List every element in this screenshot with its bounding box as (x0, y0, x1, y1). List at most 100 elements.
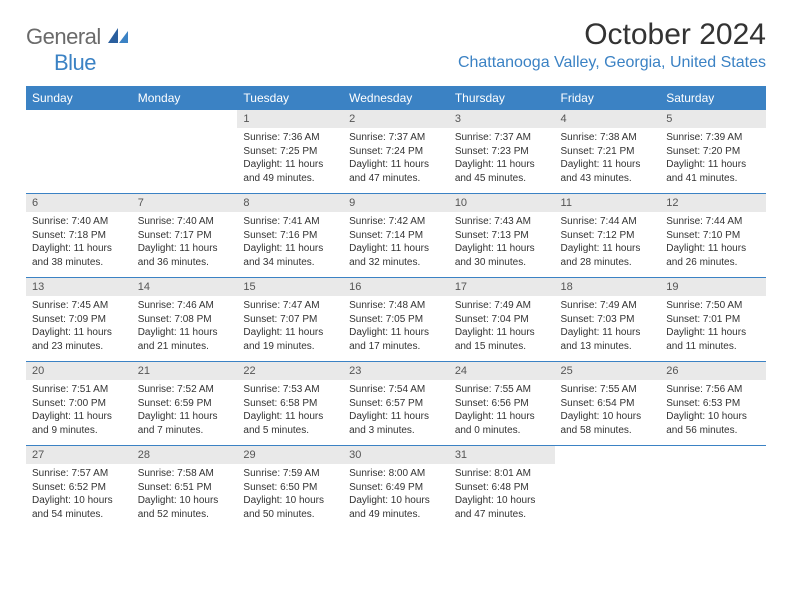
day-detail-cell: Sunrise: 7:49 AM Sunset: 7:04 PM Daylight:… (449, 296, 555, 361)
day-number-cell: 30 (343, 446, 449, 464)
daylight-line: Daylight: 11 hours and 15 minutes. (455, 327, 535, 352)
day-number-cell: 31 (449, 446, 555, 464)
day-detail-cell: Sunrise: 7:58 AMSunset: 6:51 PMDaylight:… (132, 464, 238, 529)
daylight-line: Daylight: 10 hours and 54 minutes. (32, 495, 113, 520)
month-title: October 2024 (458, 18, 766, 52)
day-detail-cell: Sunrise: 7:38 AMSunset: 7:21 PMDaylight:… (555, 128, 661, 193)
detail-row: Sunrise: 7:45 AMSunset: 7:09 PMDaylight:… (26, 296, 766, 361)
sunset-line: Sunset: 7:16 PM (243, 230, 317, 241)
day-number-cell: 15 (237, 278, 343, 296)
sunset-line: Sunset: 6:49 PM (349, 482, 423, 493)
sunset-line: Sunset: 7:21 PM (561, 146, 635, 157)
calendar-table: SundayMondayTuesdayWednesdayThursdayFrid… (26, 86, 766, 529)
day-number-cell: 22 (237, 362, 343, 380)
sunset-line: Sunset: 6:52 PM (32, 482, 106, 493)
sunset-line: Sunset: 7:17 PM (138, 230, 212, 241)
sunset-line: Sunset: 7:04 PM (455, 314, 529, 325)
sunset-line: Sunset: 7:03 PM (561, 314, 635, 325)
day-number-cell: 21 (132, 362, 238, 380)
day-number-cell: 25 (555, 362, 661, 380)
day-number-cell: 27 (26, 446, 132, 464)
daylight-line: Daylight: 10 hours and 50 minutes. (243, 495, 324, 520)
day-number-cell: 12 (660, 194, 766, 212)
day-number-cell: 2 (343, 110, 449, 128)
sunset-line: Sunset: 6:51 PM (138, 482, 212, 493)
day-number-cell: 9 (343, 194, 449, 212)
day-detail-cell: Sunrise: 7:36 AMSunset: 7:25 PMDaylight:… (237, 128, 343, 193)
day-detail-cell (555, 464, 661, 529)
sunrise-line: Sunrise: 7:51 AM (32, 384, 108, 395)
daylight-line: Daylight: 10 hours and 49 minutes. (349, 495, 430, 520)
daylight-line: Daylight: 11 hours and 23 minutes. (32, 327, 112, 352)
daylight-line: Daylight: 11 hours and 13 minutes. (561, 327, 641, 352)
sunset-line: Sunset: 7:24 PM (349, 146, 423, 157)
logo-text-blue: Blue (54, 50, 96, 75)
day-detail-cell: Sunrise: 7:44 AMSunset: 7:12 PMDaylight:… (555, 212, 661, 277)
day-detail-cell: Sunrise: 7:54 AMSunset: 6:57 PMDaylight:… (343, 380, 449, 445)
day-detail-cell: Sunrise: 7:43 AM Sunset: 7:13 PM Daylight:… (449, 212, 555, 277)
sunset-line: Sunset: 7:25 PM (243, 146, 317, 157)
logo: General Blue (26, 22, 128, 76)
daylight-line: Daylight: 11 hours and 47 minutes. (349, 159, 429, 184)
day-number-cell: 8 (237, 194, 343, 212)
sunrise-line: Sunrise: 7:59 AM (243, 468, 319, 479)
sunrise-line: Sunrise: 7:54 AM (349, 384, 425, 395)
sunrise-line: Sunrise: 7:50 AM (666, 300, 742, 311)
day-number-cell: 13 (26, 278, 132, 296)
daylight-line: Daylight: 11 hours and 28 minutes. (561, 243, 641, 268)
sunrise-line: Sunrise: 8:00 AM (349, 468, 425, 479)
day-detail-cell: Sunrise: 7:59 AM Sunset: 6:50 PM Daylight:… (237, 464, 343, 529)
sunset-line: Sunset: 7:10 PM (666, 230, 740, 241)
daylight-line: Daylight: 10 hours and 52 minutes. (138, 495, 219, 520)
daylight-line: Daylight: 11 hours and 0 minutes. (455, 411, 535, 436)
sunrise-line: Sunrise: 7:52 AM (138, 384, 214, 395)
sunset-line: Sunset: 7:12 PM (561, 230, 635, 241)
logo-text-general: General (26, 24, 101, 49)
day-detail-cell: Sunrise: 7:42 AMSunset: 7:14 PMDaylight:… (343, 212, 449, 277)
day-detail-cell: Sunrise: 7:40 AMSunset: 7:17 PMDaylight:… (132, 212, 238, 277)
sunrise-line: Sunrise: 8:01 AM (455, 468, 531, 479)
sunrise-line: Sunrise: 7:43 AM (455, 216, 531, 227)
sunset-line: Sunset: 7:09 PM (32, 314, 106, 325)
daylight-line: Daylight: 11 hours and 45 minutes. (455, 159, 535, 184)
dow-header: Sunday (26, 86, 132, 110)
dow-row: SundayMondayTuesdayWednesdayThursdayFrid… (26, 86, 766, 110)
daylight-line: Daylight: 11 hours and 30 minutes. (455, 243, 535, 268)
day-detail-cell: Sunrise: 7:46 AMSunset: 7:08 PMDaylight:… (132, 296, 238, 361)
daylight-line: Daylight: 11 hours and 5 minutes. (243, 411, 323, 436)
day-number-cell: 7 (132, 194, 238, 212)
sunset-line: Sunset: 7:13 PM (455, 230, 529, 241)
header: General Blue October 2024 Chattanooga Va… (26, 18, 766, 76)
detail-row: Sunrise: 7:57 AMSunset: 6:52 PMDaylight:… (26, 464, 766, 529)
sunrise-line: Sunrise: 7:49 AM (455, 300, 531, 311)
sunrise-line: Sunrise: 7:41 AM (243, 216, 319, 227)
sunrise-line: Sunrise: 7:53 AM (243, 384, 319, 395)
day-number-cell: 19 (660, 278, 766, 296)
day-number-cell: 29 (237, 446, 343, 464)
sunrise-line: Sunrise: 7:49 AM (561, 300, 637, 311)
sunset-line: Sunset: 7:08 PM (138, 314, 212, 325)
day-detail-cell: Sunrise: 8:00 AM Sunset: 6:49 PM Daylight:… (343, 464, 449, 529)
sunset-line: Sunset: 6:50 PM (243, 482, 317, 493)
location: Chattanooga Valley, Georgia, United Stat… (458, 54, 766, 72)
sunset-line: Sunset: 7:00 PM (32, 398, 106, 409)
day-detail-cell: Sunrise: 7:39 AMSunset: 7:20 PMDaylight:… (660, 128, 766, 193)
day-detail-cell: Sunrise: 7:55 AMSunset: 6:56 PMDaylight:… (449, 380, 555, 445)
day-number-cell (555, 446, 661, 464)
day-detail-cell: Sunrise: 7:47 AMSunset: 7:07 PMDaylight:… (237, 296, 343, 361)
sunrise-line: Sunrise: 7:42 AM (349, 216, 425, 227)
day-detail-cell: Sunrise: 7:45 AMSunset: 7:09 PMDaylight:… (26, 296, 132, 361)
dow-header: Tuesday (237, 86, 343, 110)
day-detail-cell: Sunrise: 7:53 AM Sunset: 6:58 PM Daylight:… (237, 380, 343, 445)
daylight-line: Daylight: 11 hours and 43 minutes. (561, 159, 641, 184)
sunset-line: Sunset: 6:58 PM (243, 398, 317, 409)
daylight-line: Daylight: 11 hours and 38 minutes. (32, 243, 112, 268)
daynum-row: 13141516171819 (26, 278, 766, 296)
daynum-row: 6789101112 (26, 194, 766, 212)
day-number-cell (26, 110, 132, 128)
sunrise-line: Sunrise: 7:40 AM (32, 216, 108, 227)
day-detail-cell: Sunrise: 7:52 AMSunset: 6:59 PMDaylight:… (132, 380, 238, 445)
day-number-cell (660, 446, 766, 464)
daylight-line: Daylight: 10 hours and 58 minutes. (561, 411, 642, 436)
day-number-cell: 1 (237, 110, 343, 128)
